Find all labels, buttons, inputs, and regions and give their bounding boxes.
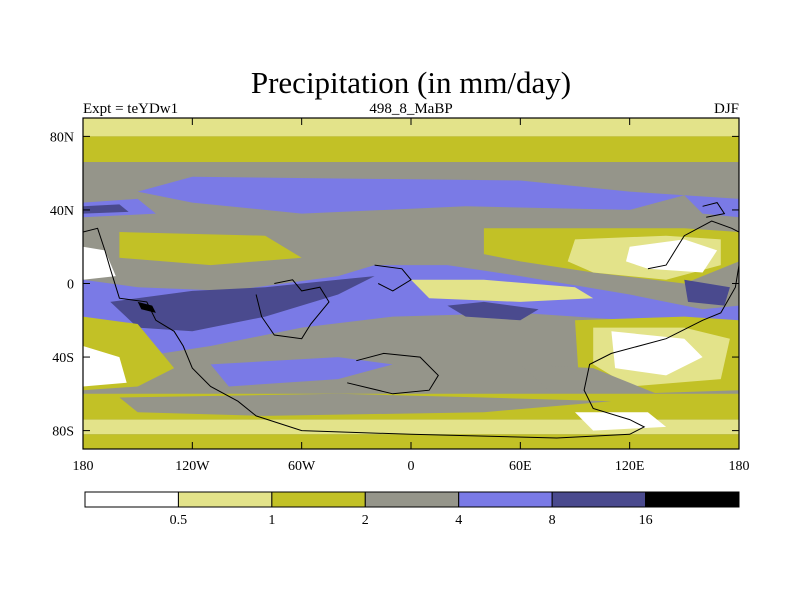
coastline-1: [255, 279, 330, 340]
x-tick-label-2: 60W: [288, 459, 316, 474]
colorbar-label-5: 16: [639, 513, 653, 528]
x-tick-label-6: 180: [729, 459, 750, 474]
chart-title: Precipitation (in mm/day): [251, 65, 571, 100]
coastlines: [83, 202, 739, 439]
contour-fills: [83, 118, 739, 449]
period-label: 498_8_MaBP: [369, 101, 452, 117]
colorbar-label-4: 8: [549, 513, 556, 528]
x-tick-label-3: 0: [408, 459, 415, 474]
contour-region-28: [119, 393, 612, 416]
plot-area: [82, 117, 740, 450]
colorbar-swatch-0: [84, 491, 179, 508]
colorbar-swatch-2: [271, 491, 366, 508]
coastline-2: [374, 264, 412, 292]
colorbar-label-0: 0.5: [170, 513, 188, 528]
colorbar-label-3: 4: [455, 513, 462, 528]
axes: 180 120W 60W 0 60E 120E 180 80N 40N 0 40S 80S: [50, 118, 750, 474]
x-tick-label-1: 120W: [175, 459, 210, 474]
contour-region-24: [611, 331, 703, 376]
contour-region-16: [684, 279, 730, 306]
colorbar-swatch-3: [364, 491, 460, 508]
colorbar: 0.5 1 2 4 8 16: [84, 491, 740, 528]
contour-region-19: [411, 279, 594, 302]
colorbar-swatch-5: [551, 491, 647, 508]
x-tick-label-5: 120E: [615, 459, 645, 474]
coastline-3: [347, 352, 439, 395]
colorbar-swatch-6: [645, 491, 740, 508]
y-tick-label-2: 0: [67, 278, 74, 293]
contour-region-6: [83, 204, 129, 214]
y-tick-label-1: 40N: [50, 204, 74, 219]
coastline-4: [702, 202, 726, 218]
contour-region-29: [83, 419, 739, 435]
contour-region-26: [520, 364, 667, 398]
colorbar-swatch-1: [177, 491, 273, 508]
contour-region-1: [83, 136, 739, 163]
colorbar-swatch-4: [458, 491, 553, 508]
season-label: DJF: [714, 101, 739, 117]
contour-region-21: [83, 346, 127, 387]
contour-region-5: [684, 195, 739, 218]
contour-region-25: [210, 357, 393, 387]
contour-region-8: [119, 232, 302, 266]
y-tick-label-0: 80N: [50, 130, 74, 145]
x-tick-label-0: 180: [73, 459, 94, 474]
colorbar-label-1: 1: [268, 513, 275, 528]
contour-region-15: [447, 301, 539, 321]
contour-region-3: [137, 176, 685, 214]
x-tick-label-4: 60E: [509, 459, 532, 474]
experiment-label: Expt = teYDw1: [83, 101, 178, 117]
contour-region-30: [83, 434, 739, 449]
contour-region-0: [83, 118, 739, 137]
coastline-0: [83, 220, 739, 439]
y-tick-label-3: 40S: [52, 351, 74, 366]
y-tick-label-4: 80S: [52, 425, 74, 440]
contour-region-12: [83, 246, 116, 280]
colorbar-label-2: 2: [362, 513, 369, 528]
